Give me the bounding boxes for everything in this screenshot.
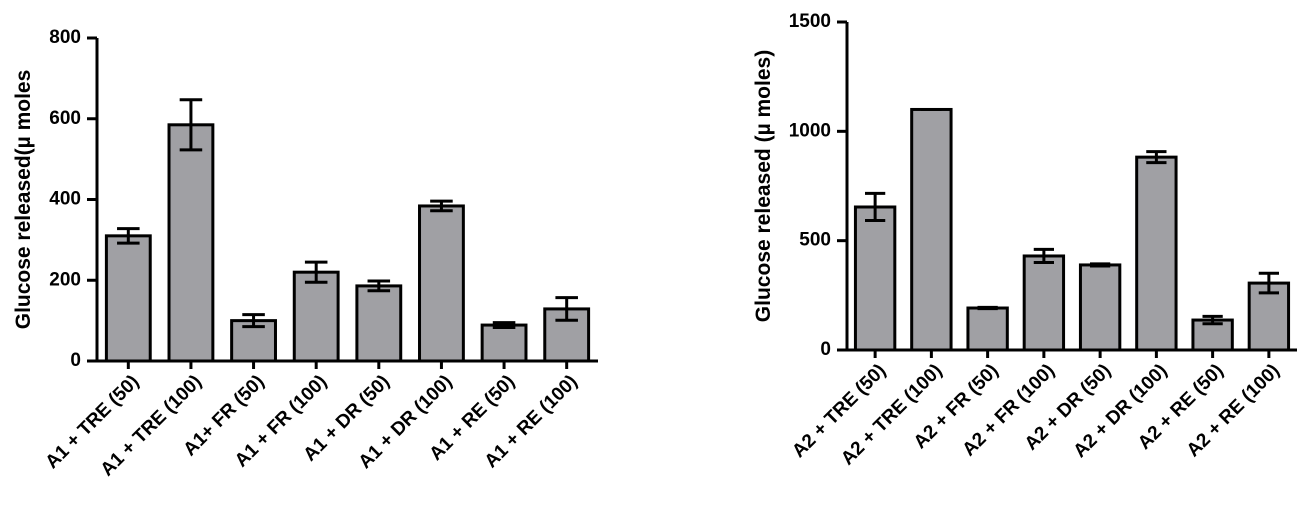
x-tick-label: A2 + TRE (50) — [788, 360, 890, 462]
y-tick-label: 0 — [820, 339, 831, 360]
error-bar — [865, 191, 886, 223]
y-axis-label: Glucose released (µ moles) — [752, 50, 775, 322]
bar — [910, 107, 953, 352]
bar — [292, 270, 340, 363]
bar — [480, 323, 528, 363]
bar — [853, 205, 897, 352]
error-bar — [430, 199, 453, 213]
chart: Glucose released (µ moles) 0 500 1000 1500 A2… — [752, 11, 1297, 470]
bar — [1135, 155, 1178, 352]
y-axis-label: Glucose released(µ moles — [12, 70, 35, 330]
y-tick-label: 200 — [49, 269, 81, 290]
y-tick-label: 0 — [70, 350, 81, 371]
error-bar — [555, 296, 578, 322]
y-tick-label: 400 — [49, 189, 81, 210]
error-bar — [1258, 271, 1279, 295]
y-tick-label: 800 — [49, 27, 81, 48]
error-bar — [304, 260, 328, 284]
bar — [966, 306, 1009, 352]
error-bar — [367, 279, 391, 293]
bar — [167, 123, 215, 363]
bar — [104, 234, 152, 363]
error-bar — [1146, 150, 1167, 165]
y-tick-label: 1000 — [789, 120, 831, 141]
bar — [355, 284, 403, 363]
error-bar — [179, 98, 203, 152]
error-bar — [1202, 314, 1223, 326]
y-tick-label: 1500 — [789, 11, 831, 32]
bar — [418, 204, 465, 363]
bar — [1078, 263, 1122, 352]
error-bar — [977, 305, 998, 311]
error-bar — [492, 321, 516, 329]
chart: Glucose released(µ moles0200400600800A1 … — [12, 27, 598, 481]
error-bar — [1090, 262, 1111, 268]
error-bar — [117, 227, 140, 245]
y-tick-label: 500 — [799, 230, 831, 251]
error-bar — [242, 313, 265, 329]
x-tick-label: A2 + TRE (100) — [837, 360, 946, 469]
error-bar — [1033, 247, 1054, 265]
y-tick-label: 600 — [49, 108, 81, 129]
bar — [1022, 254, 1066, 352]
